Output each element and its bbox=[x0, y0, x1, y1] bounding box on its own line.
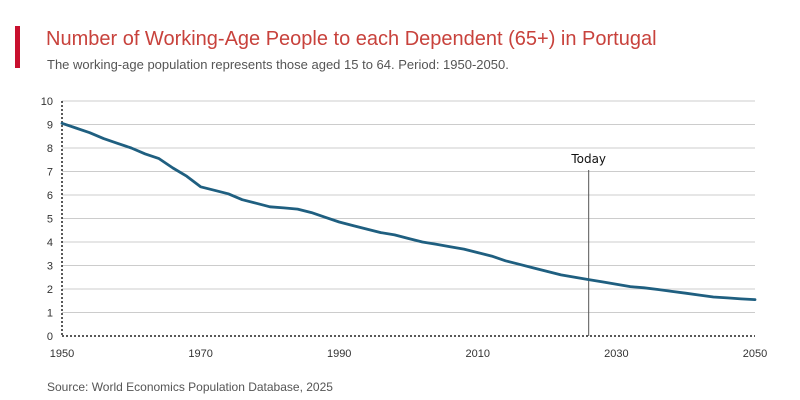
accent-bar bbox=[15, 26, 20, 68]
data-point bbox=[601, 281, 604, 283]
y-tick-label: 2 bbox=[47, 284, 53, 296]
data-point bbox=[573, 276, 576, 279]
x-tick-label: 1990 bbox=[327, 348, 351, 360]
data-point bbox=[130, 147, 133, 149]
data-point bbox=[185, 175, 188, 178]
data-point bbox=[421, 241, 424, 243]
data-point bbox=[490, 255, 493, 257]
data-point bbox=[615, 283, 618, 286]
series-line bbox=[60, 121, 757, 301]
data-point bbox=[726, 297, 729, 299]
data-point bbox=[560, 274, 562, 276]
data-point bbox=[324, 216, 327, 219]
data-point bbox=[116, 142, 119, 145]
y-tick-label: 9 bbox=[47, 120, 53, 132]
data-point bbox=[670, 290, 673, 293]
data-point bbox=[754, 298, 756, 301]
data-point bbox=[629, 285, 632, 288]
data-point bbox=[61, 122, 63, 125]
data-point bbox=[74, 127, 77, 129]
y-tick-label: 5 bbox=[47, 214, 53, 226]
data-point bbox=[393, 234, 396, 236]
chart-subtitle: The working-age population represents th… bbox=[47, 57, 509, 72]
data-point bbox=[338, 221, 341, 223]
tick-labels: 0 1 2 3 4 5 6 7 8 9 10 1950 1970 1990 2010 2030 2050 bbox=[41, 96, 767, 360]
x-tick-label: 2050 bbox=[743, 348, 767, 360]
y-tick-label: 1 bbox=[47, 308, 53, 320]
data-point bbox=[310, 211, 313, 214]
data-point bbox=[379, 231, 382, 234]
x-tick-label: 1950 bbox=[50, 348, 74, 360]
data-point bbox=[296, 208, 299, 211]
data-point bbox=[532, 266, 535, 269]
data-point bbox=[241, 198, 244, 201]
data-point bbox=[352, 224, 354, 227]
data-point bbox=[449, 245, 451, 248]
x-tick-label: 2030 bbox=[604, 348, 628, 360]
data-point bbox=[88, 131, 91, 134]
data-point bbox=[518, 263, 521, 266]
data-point bbox=[366, 228, 368, 230]
data-point bbox=[144, 152, 147, 155]
source-note: Source: World Economics Population Datab… bbox=[47, 380, 333, 394]
y-tick-label: 3 bbox=[47, 261, 53, 273]
data-point bbox=[740, 297, 743, 300]
data-point bbox=[712, 296, 715, 298]
data-point bbox=[269, 205, 271, 208]
y-tick-label: 10 bbox=[41, 96, 53, 108]
annotations: Today bbox=[570, 152, 606, 336]
grid-lines bbox=[62, 100, 755, 313]
y-tick-label: 6 bbox=[47, 190, 53, 202]
data-point bbox=[158, 157, 160, 160]
chart-title: Number of Working-Age People to each Dep… bbox=[46, 28, 657, 50]
data-point bbox=[698, 294, 701, 297]
series-layer bbox=[60, 121, 757, 301]
y-tick-label: 4 bbox=[47, 237, 53, 249]
data-point bbox=[171, 167, 174, 169]
data-point bbox=[255, 202, 257, 205]
data-point bbox=[227, 192, 230, 195]
data-point bbox=[102, 137, 105, 140]
data-point bbox=[657, 288, 659, 291]
y-tick-label: 8 bbox=[47, 143, 53, 155]
data-point bbox=[407, 237, 410, 240]
data-point bbox=[546, 270, 548, 273]
data-point bbox=[282, 207, 285, 209]
x-tick-label: 1970 bbox=[188, 348, 212, 360]
y-tick-label: 0 bbox=[47, 331, 53, 343]
data-point bbox=[504, 259, 507, 262]
data-point bbox=[587, 278, 590, 281]
today-label: Today bbox=[570, 152, 606, 166]
data-point bbox=[435, 243, 438, 246]
x-tick-label: 2010 bbox=[466, 348, 490, 360]
data-point bbox=[684, 292, 687, 295]
data-point bbox=[199, 185, 202, 188]
data-point bbox=[213, 189, 216, 192]
data-point bbox=[476, 251, 479, 254]
y-tick-label: 7 bbox=[47, 167, 53, 179]
data-point bbox=[463, 248, 465, 250]
axes bbox=[61, 101, 755, 337]
data-point bbox=[643, 286, 646, 289]
